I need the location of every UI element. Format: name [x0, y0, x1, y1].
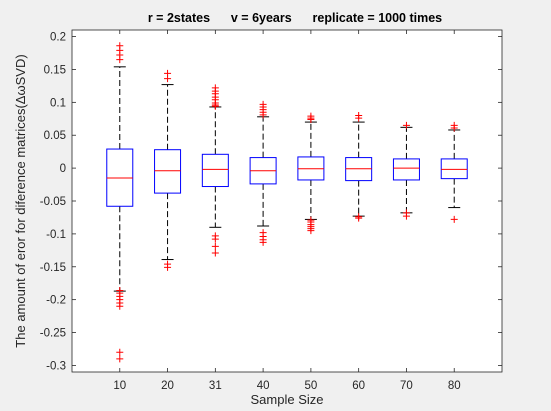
outlier-marker: [116, 355, 124, 363]
iqr-box: [392, 158, 420, 181]
y-tick-label: -0.2: [46, 295, 66, 307]
outlier-marker: [164, 75, 172, 83]
iqr-box: [440, 158, 468, 180]
outlier-marker: [211, 242, 219, 250]
x-tick-label: 10: [113, 380, 126, 392]
outlier-marker: [355, 214, 363, 222]
outlier-marker: [307, 115, 315, 123]
x-tick-label: 31: [209, 380, 222, 392]
box-group-50: [297, 112, 325, 235]
box-group-70: [392, 121, 420, 220]
outlier-marker: [259, 238, 267, 246]
axes-background: [72, 30, 502, 372]
y-tick-label: 0.05: [44, 130, 66, 142]
outlier-marker: [116, 56, 124, 64]
y-tick-label: -0.05: [40, 196, 66, 208]
y-tick-label: -0.1: [46, 229, 66, 241]
x-tick-label: 20: [161, 380, 174, 392]
box-group-20: [154, 69, 182, 271]
x-tick-label: 40: [257, 380, 270, 392]
y-tick-label: -0.15: [40, 262, 66, 274]
y-tick-label: 0.1: [50, 97, 66, 109]
x-axis: 10 20 31 40 50 60 70 80: [113, 30, 461, 392]
outlier-marker: [116, 302, 124, 310]
outlier-marker: [211, 249, 219, 257]
iqr-box: [201, 153, 229, 188]
outlier-marker: [355, 114, 363, 122]
box-group-10: [106, 42, 134, 363]
y-tick-label: 0: [60, 163, 66, 175]
outlier-marker: [402, 121, 410, 129]
outlier-marker: [211, 102, 219, 110]
box-group-40: [249, 100, 277, 246]
x-tick-label: 50: [304, 380, 317, 392]
y-tick-label: -0.3: [46, 360, 66, 372]
outlier-marker: [211, 235, 219, 243]
y-axis-label: The amount of eror for diference matrice…: [13, 54, 28, 347]
box-group-60: [345, 112, 373, 222]
outlier-marker: [164, 263, 172, 271]
x-axis-label: Sample Size: [251, 392, 324, 407]
x-tick-label: 80: [448, 380, 461, 392]
y-tick-label: 0.15: [44, 64, 66, 76]
x-tick-label: 70: [400, 380, 413, 392]
outlier-marker: [450, 215, 458, 223]
outlier-marker: [307, 227, 315, 235]
y-tick-label: -0.25: [40, 328, 66, 340]
outlier-marker: [402, 212, 410, 220]
outlier-marker: [259, 111, 267, 119]
chart-title: r = 2states v = 6years replicate = 1000 …: [148, 11, 442, 25]
y-tick-label: 0.2: [50, 32, 66, 44]
x-tick-label: 60: [352, 380, 365, 392]
outlier-marker: [116, 348, 124, 356]
iqr-box: [154, 149, 182, 194]
y-axis: -0.3 -0.25 -0.2 -0.15 -0.1 -0.05 0 0.05 0.1 0.15 0…: [40, 32, 502, 372]
box-group-80: [440, 121, 468, 223]
plot-area: [106, 42, 468, 363]
outlier-marker: [450, 124, 458, 132]
box-group-31: [201, 84, 229, 257]
